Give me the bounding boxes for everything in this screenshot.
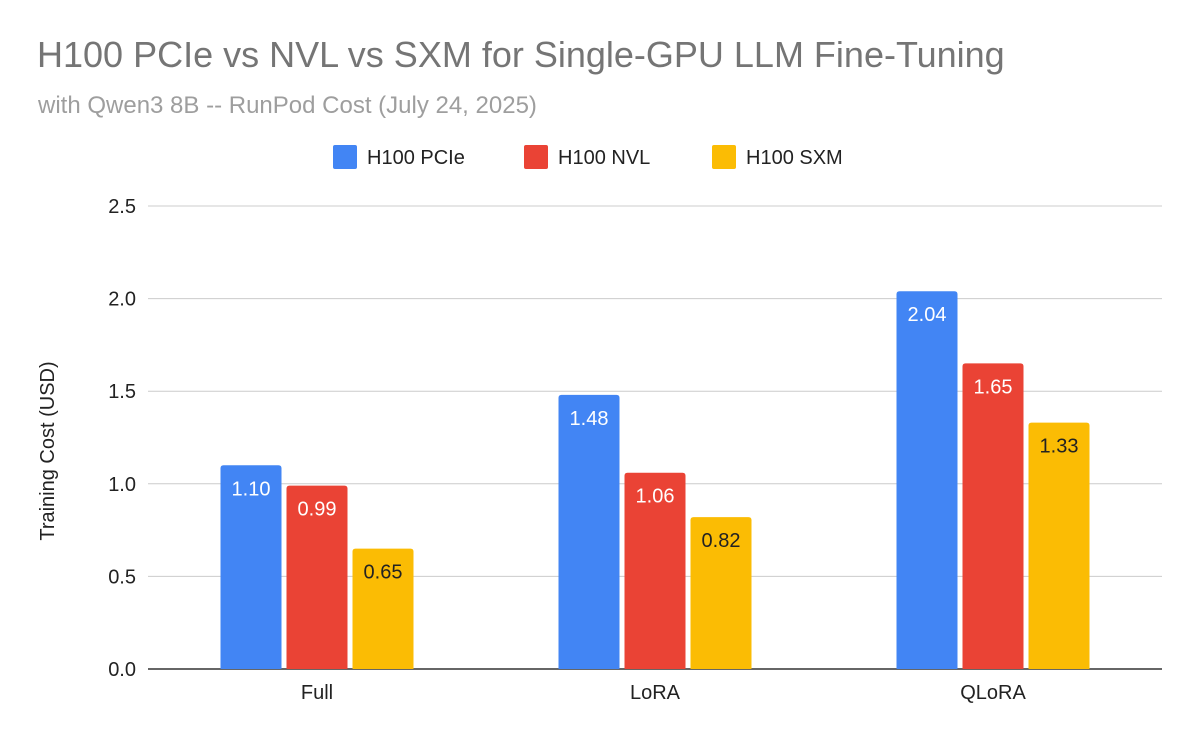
bar-h100-sxm-qlora (1028, 422, 1090, 669)
chart-subtitle: with Qwen3 8B -- RunPod Cost (July 24, 2… (38, 92, 537, 119)
data-label: 1.10 (232, 478, 271, 500)
legend-label: H100 NVL (558, 147, 650, 169)
x-tick-label: Full (301, 682, 333, 704)
bar-h100-nvl-lora (624, 472, 686, 669)
bar-h100-nvl-qlora (962, 363, 1024, 669)
bar-h100-pcie-qlora (896, 291, 958, 669)
x-tick-label: QLoRA (960, 682, 1026, 704)
bar-h100-pcie-full (220, 465, 282, 669)
bars: 1.10 0.99 0.65 1.48 1.06 0.82 2.04 1.65 1.33 (220, 291, 1090, 669)
bar-h100-pcie-lora (558, 394, 620, 669)
legend-swatch (333, 145, 357, 169)
y-tick-label: 1.5 (108, 381, 136, 403)
y-axis-ticks: 0.0 0.5 1.0 1.5 2.0 2.5 (108, 196, 136, 681)
legend-swatch (524, 145, 548, 169)
y-tick-label: 2.0 (108, 289, 136, 311)
x-axis-ticks: Full LoRA QLoRA (301, 682, 1027, 704)
y-tick-label: 0.0 (108, 659, 136, 681)
legend-label: H100 SXM (746, 147, 843, 169)
data-label: 1.06 (636, 486, 675, 508)
y-tick-label: 2.5 (108, 196, 136, 218)
bar-h100-sxm-lora (690, 517, 752, 669)
data-label: 1.33 (1040, 436, 1079, 458)
data-label: 0.65 (364, 562, 403, 584)
data-label: 0.99 (298, 499, 337, 521)
data-label: 0.82 (702, 530, 741, 552)
data-label: 1.65 (974, 376, 1013, 398)
x-tick-label: LoRA (630, 682, 681, 704)
bar-h100-nvl-full (286, 485, 348, 669)
y-tick-label: 0.5 (108, 566, 136, 588)
bar-h100-sxm-full (352, 548, 414, 669)
y-axis-title: Training Cost (USD) (37, 361, 59, 540)
chart-title: H100 PCIe vs NVL vs SXM for Single-GPU L… (37, 34, 1005, 75)
data-label: 2.04 (908, 304, 947, 326)
y-tick-label: 1.0 (108, 474, 136, 496)
data-label: 1.48 (570, 408, 609, 430)
legend: H100 PCIe H100 NVL H100 SXM (333, 145, 843, 169)
legend-label: H100 PCIe (367, 147, 465, 169)
legend-swatch (712, 145, 736, 169)
